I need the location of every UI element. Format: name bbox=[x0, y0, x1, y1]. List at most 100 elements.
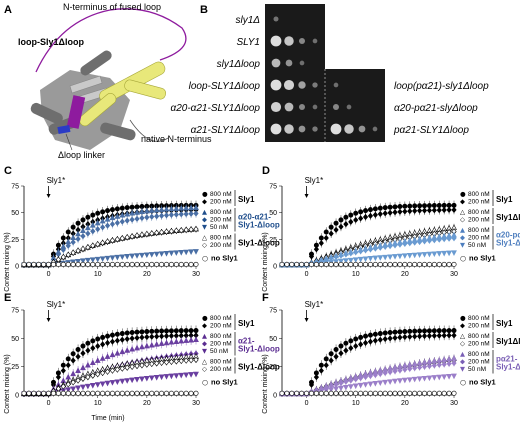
series bbox=[21, 330, 199, 397]
data-point bbox=[441, 235, 447, 243]
data-point bbox=[65, 356, 71, 362]
data-point bbox=[124, 347, 131, 353]
growth-spot bbox=[298, 125, 306, 133]
data-point bbox=[353, 342, 359, 350]
data-point bbox=[441, 332, 447, 339]
data-point bbox=[60, 383, 66, 390]
x-tick-label: 20 bbox=[143, 400, 151, 407]
data-point bbox=[84, 224, 91, 231]
data-point bbox=[323, 261, 329, 267]
data-point bbox=[362, 256, 369, 263]
data-point bbox=[168, 211, 175, 219]
data-point bbox=[348, 218, 354, 225]
data-point bbox=[348, 338, 354, 344]
data-point bbox=[347, 384, 354, 390]
data-point bbox=[80, 245, 86, 253]
data-point bbox=[99, 381, 106, 388]
data-point bbox=[451, 332, 457, 339]
data-point bbox=[357, 382, 364, 389]
legend-concentration: 200 nM bbox=[468, 199, 490, 206]
data-point bbox=[80, 258, 86, 264]
data-point bbox=[168, 358, 175, 365]
legend: ● 800 nM◆ 200 nM Sly1▲ 800 nM◆ 200 nM▼ 50 nMα2… bbox=[202, 314, 280, 387]
data-point bbox=[70, 249, 76, 256]
data-point bbox=[95, 390, 101, 396]
data-point bbox=[154, 333, 160, 340]
data-point bbox=[338, 217, 344, 223]
data-point bbox=[159, 229, 165, 236]
data-point bbox=[382, 379, 389, 386]
legend-group-label: no Sly1 bbox=[211, 254, 238, 263]
data-point bbox=[397, 334, 403, 341]
series bbox=[279, 354, 457, 397]
legend-group-label: no Sly1 bbox=[211, 378, 238, 387]
legend-group-label: pα21- bbox=[496, 355, 518, 364]
data-point bbox=[294, 390, 300, 396]
data-point bbox=[313, 261, 319, 267]
data-point bbox=[417, 238, 423, 245]
legend-group-label: Sly1-Δloop bbox=[238, 238, 280, 247]
strain-label-right: α20-pα21-slyΔloop bbox=[394, 103, 478, 114]
data-point bbox=[114, 213, 121, 219]
data-point bbox=[362, 213, 369, 221]
growth-spot bbox=[330, 123, 342, 135]
growth-spot bbox=[270, 79, 282, 91]
data-point bbox=[313, 374, 319, 381]
data-point bbox=[377, 380, 384, 387]
data-point bbox=[347, 257, 354, 264]
legend-marker: ◆ bbox=[202, 216, 207, 224]
y-tick-label: 50 bbox=[11, 210, 19, 217]
data-point bbox=[387, 209, 393, 216]
data-point bbox=[343, 390, 349, 396]
data-point bbox=[362, 373, 369, 381]
data-point bbox=[119, 235, 125, 242]
data-point bbox=[338, 223, 344, 230]
data-point bbox=[431, 390, 437, 396]
legend-marker: ◇ bbox=[202, 241, 207, 249]
data-point bbox=[431, 207, 437, 214]
data-point bbox=[397, 378, 403, 384]
legend-concentration: 200 nM bbox=[210, 323, 232, 330]
y-axis-title-d: Content mixing (%) bbox=[262, 232, 269, 292]
data-point bbox=[382, 390, 388, 396]
data-point bbox=[407, 365, 413, 372]
data-point bbox=[348, 344, 354, 352]
data-point bbox=[163, 374, 170, 380]
data-point bbox=[104, 353, 111, 359]
data-point bbox=[333, 386, 339, 393]
data-point bbox=[343, 214, 349, 220]
data-point bbox=[129, 209, 136, 216]
data-point bbox=[124, 390, 130, 396]
data-point bbox=[114, 331, 120, 337]
data-point bbox=[417, 261, 423, 267]
data-point bbox=[323, 362, 329, 369]
data-point bbox=[431, 261, 437, 267]
data-point bbox=[421, 207, 428, 214]
data-point bbox=[402, 390, 408, 396]
series bbox=[21, 261, 199, 267]
y-tick-label: 0 bbox=[15, 393, 19, 400]
strain-label-right: pα21-SLY1Δloop bbox=[393, 125, 469, 136]
data-point bbox=[70, 224, 76, 230]
data-point bbox=[168, 338, 175, 345]
data-point bbox=[104, 339, 111, 347]
data-point bbox=[343, 340, 349, 346]
legend-group-label: Sly1-Δloop bbox=[496, 239, 520, 248]
legend-concentration: 800 nM bbox=[210, 315, 232, 322]
data-point bbox=[159, 333, 165, 340]
data-point bbox=[412, 390, 418, 396]
data-point bbox=[412, 333, 418, 340]
data-point bbox=[367, 207, 373, 213]
x-tick-label: 20 bbox=[401, 400, 409, 407]
data-point bbox=[362, 247, 369, 254]
data-point bbox=[338, 385, 344, 392]
growth-spot bbox=[298, 81, 306, 89]
data-point bbox=[367, 338, 374, 345]
data-point bbox=[407, 240, 413, 247]
data-point bbox=[417, 364, 423, 371]
data-point bbox=[154, 229, 160, 236]
data-point bbox=[100, 341, 106, 348]
data-point bbox=[193, 226, 199, 233]
growth-spot bbox=[344, 124, 354, 134]
